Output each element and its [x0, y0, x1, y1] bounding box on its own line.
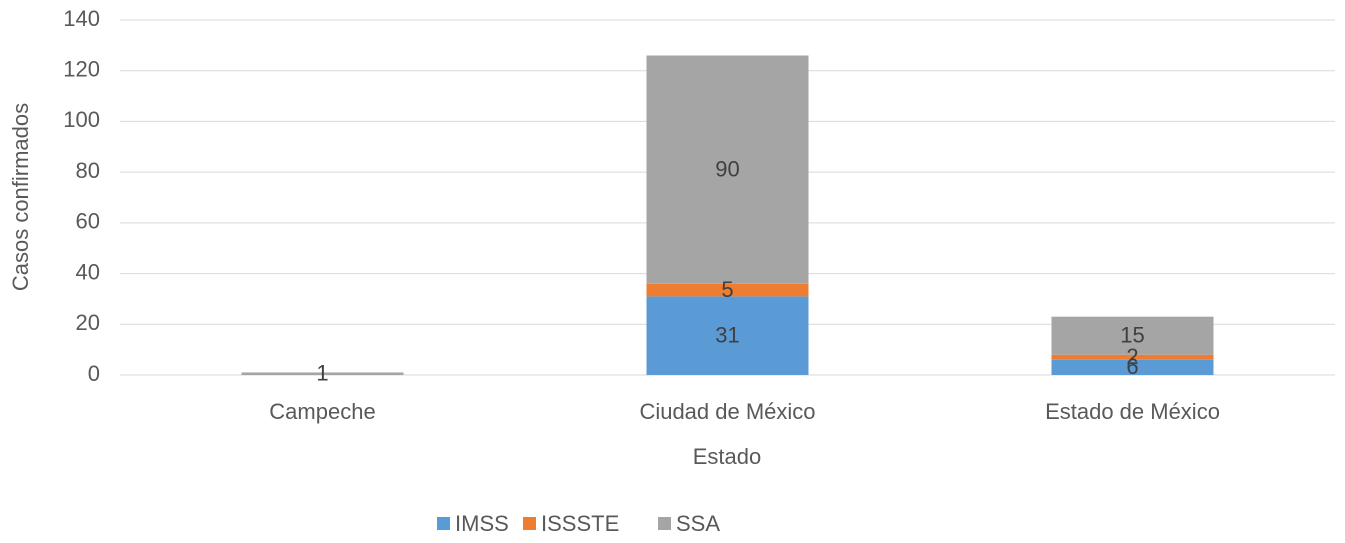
legend-swatch — [437, 517, 450, 530]
data-label: 6 — [1126, 354, 1138, 379]
data-label: 2 — [1126, 344, 1138, 369]
y-axis-title: Casos confirmados — [8, 103, 33, 291]
legend-swatch — [658, 517, 671, 530]
x-tick-label: Ciudad de México — [639, 399, 815, 424]
y-tick-label: 120 — [63, 57, 100, 82]
legend-label: IMSS — [455, 511, 509, 536]
bar-segment — [1051, 316, 1214, 355]
y-tick-label: 40 — [76, 259, 100, 284]
legend-label: ISSSTE — [541, 511, 619, 536]
bar-segment — [241, 372, 404, 375]
y-tick-label: 60 — [76, 209, 100, 234]
data-label: 90 — [715, 156, 739, 181]
data-label: 31 — [715, 323, 739, 348]
legend-label: SSA — [676, 511, 720, 536]
data-label: 5 — [721, 277, 733, 302]
x-tick-label: Campeche — [269, 399, 375, 424]
bar-segment — [646, 283, 809, 297]
x-axis-title: Estado — [693, 444, 762, 469]
data-label: 1 — [316, 361, 328, 386]
y-tick-label: 0 — [88, 361, 100, 386]
y-tick-label: 20 — [76, 310, 100, 335]
data-label: 15 — [1120, 323, 1144, 348]
bar-segment — [1051, 354, 1214, 360]
bar-segment — [646, 296, 809, 375]
legend-swatch — [523, 517, 536, 530]
y-tick-label: 80 — [76, 158, 100, 183]
bar-segment — [1051, 359, 1214, 375]
y-tick-label: 100 — [63, 107, 100, 132]
y-tick-label: 140 — [63, 6, 100, 31]
x-tick-label: Estado de México — [1045, 399, 1220, 424]
bar-segment — [646, 55, 809, 284]
